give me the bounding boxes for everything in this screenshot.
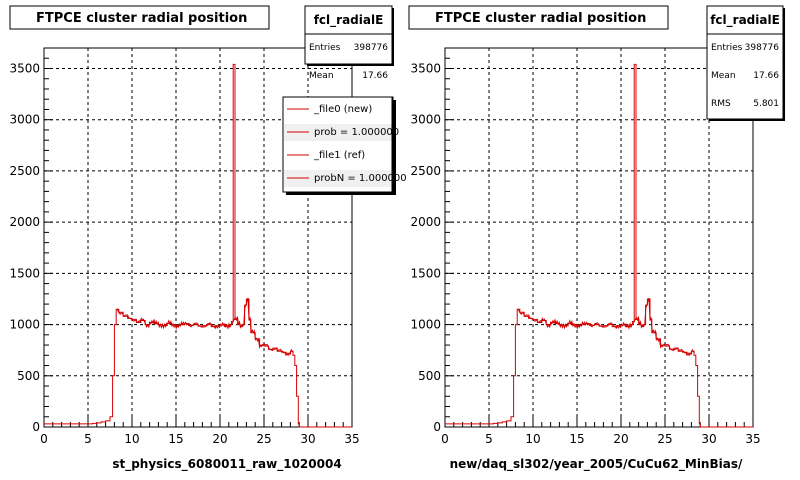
- chart-title: FTPCE cluster radial position: [435, 11, 646, 26]
- stats-name: fcl_radialE: [314, 13, 384, 28]
- stats-label: Mean: [309, 71, 334, 81]
- stats-value: 5.801: [753, 99, 779, 109]
- y-tick-label: 1000: [9, 318, 40, 332]
- chart-title: FTPCE cluster radial position: [36, 11, 247, 26]
- title-box: [9, 5, 270, 30]
- legend-row-bg: [284, 170, 392, 187]
- y-tick-label: 500: [17, 369, 40, 383]
- series-noise: [116, 298, 294, 357]
- y-tick-label: 2000: [410, 215, 441, 229]
- y-tick-label: 1500: [410, 266, 441, 280]
- x-tick-label: 20: [613, 432, 628, 446]
- stats-label: Entries: [309, 43, 341, 53]
- stats-value: 17.66: [362, 71, 388, 81]
- y-tick-label: 3500: [410, 61, 441, 75]
- x-tick-label: 35: [344, 432, 359, 446]
- x-tick-label: 5: [84, 432, 92, 446]
- legend-entry: _file1 (ref): [313, 150, 365, 161]
- y-tick-label: 0: [433, 420, 441, 434]
- x-tick-label: 15: [168, 432, 183, 446]
- y-tick-label: 2000: [9, 215, 40, 229]
- legend-entry: _file0 (new): [313, 104, 372, 115]
- x-axis-label: new/daq_sl302/year_2005/CuCu62_MinBias/: [450, 457, 743, 472]
- series-line: [44, 63, 352, 428]
- stats-label: Mean: [711, 71, 736, 81]
- title-box: [408, 5, 669, 30]
- stats-box: [304, 5, 393, 65]
- y-tick-label: 500: [418, 369, 441, 383]
- x-tick-label: 30: [701, 432, 716, 446]
- y-tick-label: 3000: [410, 113, 441, 127]
- x-axis-label: st_physics_6080011_raw_1020004: [112, 457, 341, 472]
- x-tick-label: 25: [657, 432, 672, 446]
- y-tick-label: 2500: [9, 164, 40, 178]
- x-tick-label: 0: [441, 432, 449, 446]
- y-tick-label: 0: [32, 420, 40, 434]
- y-tick-label: 1000: [410, 318, 441, 332]
- x-tick-label: 30: [300, 432, 315, 446]
- plot-area: [444, 47, 754, 428]
- y-tick-label: 3500: [9, 61, 40, 75]
- legend-row-bg: [284, 124, 392, 141]
- legend-entry: probN = 1.000000: [314, 173, 407, 184]
- y-tick-label: 2500: [410, 164, 441, 178]
- stats-value: 398776: [354, 43, 389, 53]
- stats-label: RMS: [711, 99, 731, 109]
- legend: _file0 (new) prob = 1.000000 _file1 (ref) p…: [282, 96, 407, 195]
- x-tick-label: 10: [525, 432, 540, 446]
- x-tick-label: 35: [745, 432, 760, 446]
- x-tick-label: 5: [485, 432, 493, 446]
- series-noise: [517, 298, 695, 357]
- chart-panel-2: 0 5 10 15 20 25 30 35 0 500 1000 1500 2000 2500 3000 35…: [408, 5, 785, 472]
- stats-box: [706, 5, 784, 120]
- legend-entry: prob = 1.000000: [314, 127, 399, 138]
- stats-value: 398776: [745, 43, 780, 53]
- chart-panel-1: 0 5 10 15 20 25 30 35 0 500 1000 1500 2000 2500 3000 35…: [9, 5, 407, 472]
- stats-name: fcl_radialE: [710, 13, 780, 28]
- x-tick-label: 0: [40, 432, 48, 446]
- series-line: [445, 63, 753, 428]
- x-tick-label: 25: [256, 432, 271, 446]
- stats-label: Entries: [711, 43, 743, 53]
- y-tick-label: 3000: [9, 113, 40, 127]
- x-tick-label: 15: [569, 432, 584, 446]
- y-tick-label: 1500: [9, 266, 40, 280]
- stats-value: 17.66: [753, 71, 779, 81]
- x-tick-label: 10: [124, 432, 139, 446]
- x-tick-label: 20: [212, 432, 227, 446]
